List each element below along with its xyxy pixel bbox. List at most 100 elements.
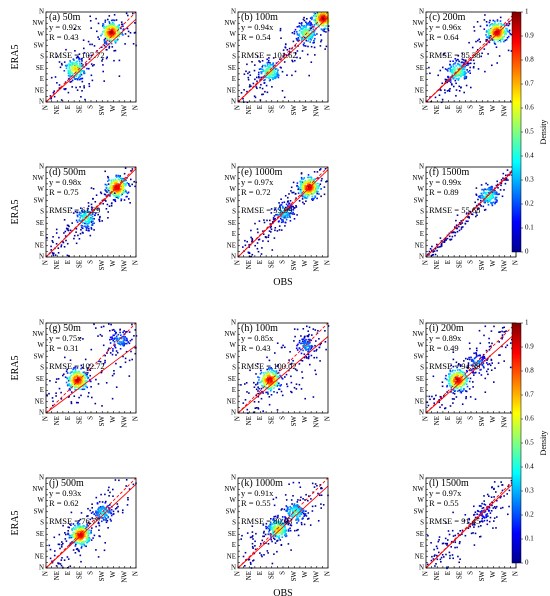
- data-point: [284, 376, 286, 378]
- data-point: [74, 78, 76, 80]
- data-point: [84, 222, 86, 225]
- data-point: [271, 86, 273, 88]
- data-point: [466, 385, 469, 388]
- data-point: [449, 68, 451, 70]
- data-point: [280, 209, 283, 212]
- data-point: [108, 45, 111, 48]
- data-point: [506, 169, 509, 171]
- data-point: [494, 22, 496, 25]
- data-point: [453, 372, 455, 374]
- data-point: [76, 78, 78, 80]
- data-point: [498, 35, 500, 37]
- data-point: [55, 232, 58, 234]
- data-point: [265, 381, 267, 384]
- data-point: [127, 14, 129, 17]
- data-point: [455, 73, 457, 76]
- data-point: [270, 76, 273, 79]
- data-point: [260, 371, 263, 374]
- data-point: [267, 371, 269, 373]
- data-point: [509, 33, 511, 35]
- data-point: [76, 372, 78, 374]
- data-point: [454, 387, 456, 389]
- data-point: [438, 94, 441, 96]
- data-point: [65, 88, 67, 90]
- data-point: [79, 63, 81, 66]
- data-point: [266, 58, 268, 61]
- data-point: [308, 346, 311, 349]
- data-point: [259, 373, 262, 375]
- data-point: [73, 27, 76, 30]
- data-point: [109, 329, 111, 332]
- data-point: [255, 388, 258, 391]
- data-point: [102, 202, 104, 205]
- data-point: [54, 76, 57, 78]
- data-point: [122, 188, 124, 190]
- data-point: [286, 211, 288, 214]
- data-point: [467, 358, 469, 360]
- data-point: [436, 246, 439, 249]
- data-point: [104, 37, 107, 40]
- data-point: [302, 193, 305, 196]
- data-point: [321, 15, 324, 17]
- data-point: [114, 344, 116, 346]
- data-point: [70, 371, 72, 373]
- data-point: [303, 341, 305, 344]
- data-point: [88, 211, 91, 213]
- data-point: [274, 217, 276, 220]
- data-point: [475, 353, 478, 356]
- data-point: [448, 89, 450, 91]
- data-point: [69, 70, 71, 72]
- data-point: [451, 377, 454, 380]
- data-point: [462, 380, 464, 382]
- data-point: [307, 345, 310, 347]
- data-point: [300, 348, 302, 351]
- data-point: [105, 39, 108, 41]
- data-point: [254, 64, 256, 66]
- data-point: [70, 70, 72, 73]
- data-point: [324, 13, 326, 16]
- data-point: [54, 254, 57, 256]
- data-point: [266, 69, 269, 72]
- data-point: [298, 341, 301, 344]
- data-point: [298, 339, 301, 342]
- data-point: [286, 74, 288, 76]
- data-point: [125, 179, 127, 182]
- data-point: [277, 208, 280, 210]
- data-point: [496, 26, 498, 28]
- data-point: [314, 329, 317, 331]
- data-point: [82, 221, 84, 224]
- data-point: [318, 25, 320, 28]
- data-point: [481, 360, 484, 362]
- data-point: [326, 14, 329, 16]
- y-tick-label: N: [39, 253, 44, 261]
- data-point: [449, 60, 452, 63]
- data-point: [459, 384, 462, 386]
- data-point: [484, 191, 486, 194]
- data-point: [69, 389, 71, 391]
- data-point: [321, 177, 323, 180]
- data-point: [85, 374, 87, 376]
- data-point: [457, 372, 460, 374]
- data-point: [87, 395, 89, 398]
- data-point: [78, 76, 80, 78]
- data-point: [88, 222, 90, 225]
- data-point: [270, 367, 272, 370]
- data-point: [123, 182, 125, 185]
- data-point: [100, 371, 103, 373]
- data-point: [433, 397, 436, 400]
- data-point: [315, 186, 318, 188]
- data-point: [112, 193, 114, 195]
- y-tick-label: W: [37, 185, 44, 193]
- data-point: [448, 374, 451, 376]
- data-point: [88, 58, 91, 60]
- data-point: [67, 74, 70, 77]
- data-point: [287, 196, 289, 199]
- y-tick-label: W: [417, 185, 424, 193]
- data-point: [320, 342, 322, 345]
- data-point: [106, 28, 109, 30]
- data-point: [324, 341, 327, 343]
- y-tick-label: N: [419, 409, 424, 417]
- data-point: [124, 183, 127, 185]
- data-point: [79, 232, 82, 235]
- y-tick-label: E: [232, 230, 236, 238]
